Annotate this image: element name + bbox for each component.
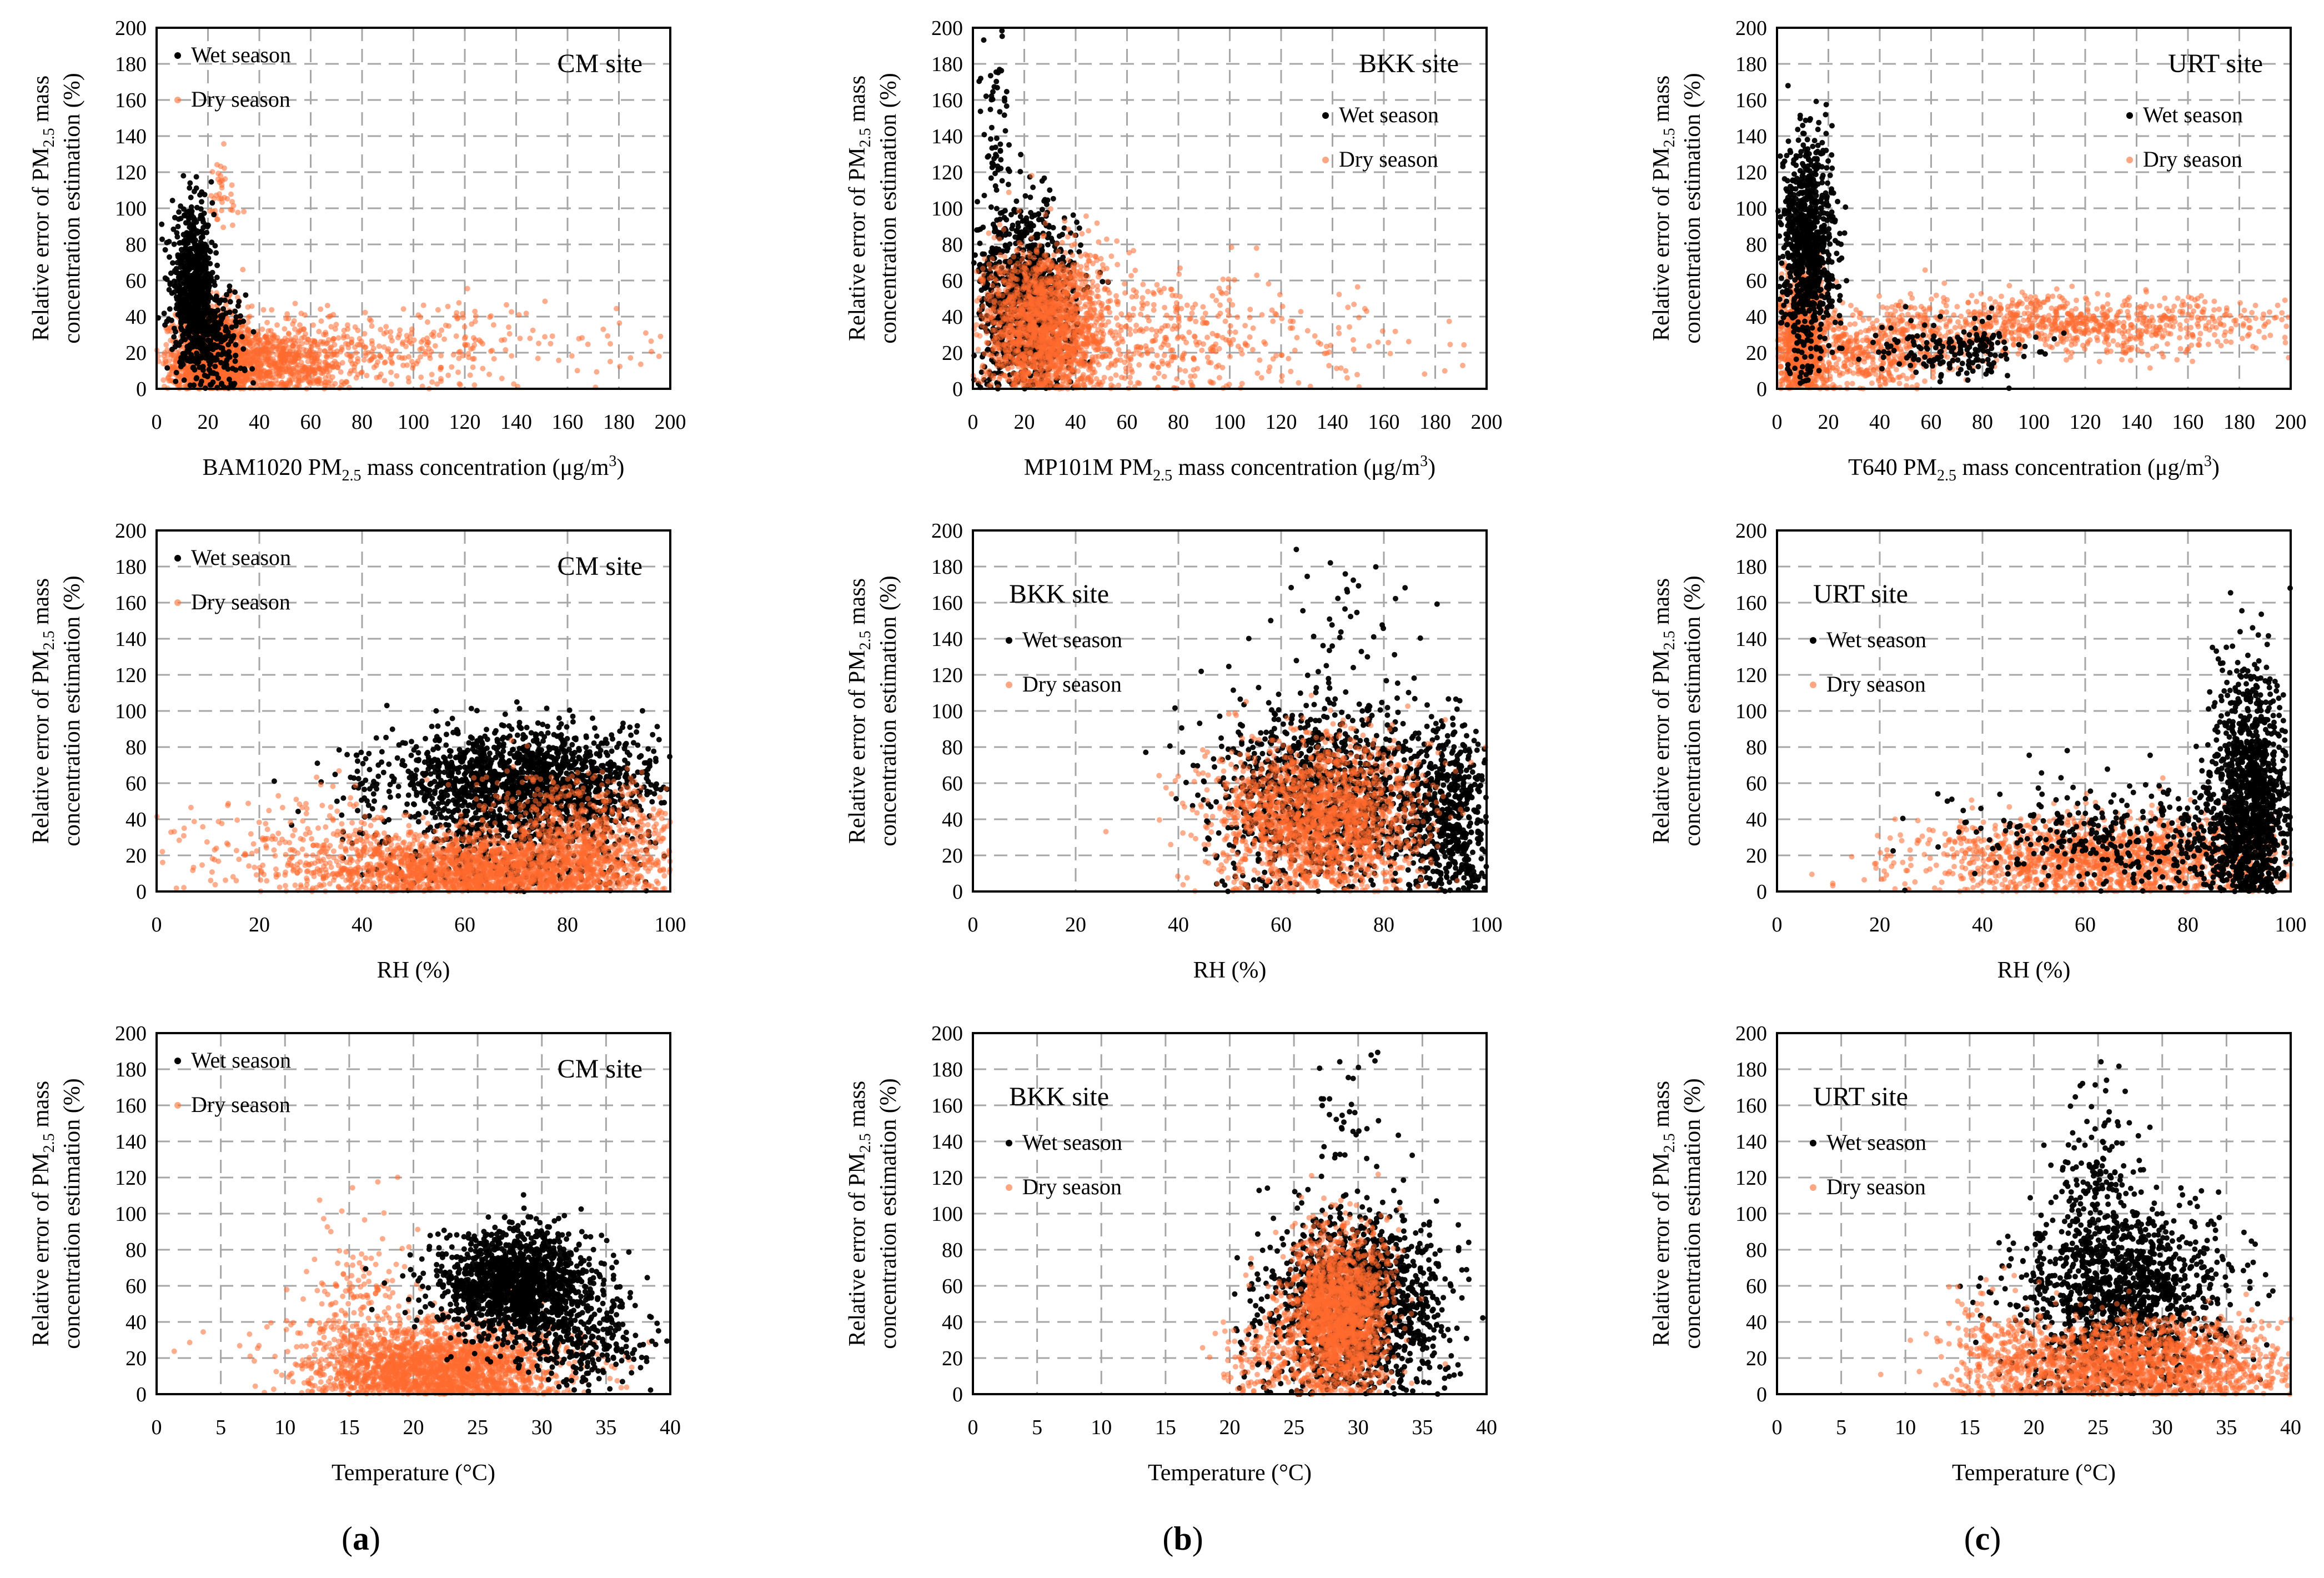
data-point (251, 372, 257, 377)
panel-a1: 0204060801001201401601802000 20 40 60 80 100 1… (28, 17, 686, 484)
data-point (167, 372, 173, 377)
data-point (240, 267, 245, 272)
data-point (277, 373, 282, 379)
data-point (262, 374, 267, 379)
data-point (258, 362, 264, 368)
data-point (263, 357, 268, 362)
data-point (328, 324, 334, 329)
figure-panels: 0204060801001201401601802000 20 40 60 80 100 1… (0, 0, 2324, 1578)
data-point (320, 340, 325, 346)
data-point (328, 313, 333, 319)
data-point (339, 383, 344, 388)
data-point (249, 303, 255, 309)
data-point (257, 337, 263, 343)
data-point (238, 354, 244, 359)
data-point (433, 343, 438, 349)
data-point (259, 327, 265, 332)
data-point (305, 359, 311, 364)
data-point (279, 358, 285, 364)
data-point (264, 320, 270, 325)
data-point (267, 370, 273, 375)
data-point (315, 376, 321, 382)
data-point (434, 382, 440, 387)
data-point (388, 369, 394, 375)
data-point (261, 307, 267, 313)
data-point (333, 381, 338, 387)
data-point (244, 351, 249, 357)
data-point (162, 350, 168, 355)
data-point (268, 356, 273, 362)
data-point (364, 373, 369, 378)
data-point (163, 342, 169, 348)
data-point (336, 335, 342, 340)
data-point (227, 319, 233, 325)
data-point (608, 359, 613, 364)
data-point (608, 341, 613, 347)
data-point (169, 353, 174, 358)
data-point (291, 372, 297, 378)
data-point (160, 377, 166, 383)
data-point (265, 340, 271, 346)
data-point (245, 319, 251, 325)
data-point (274, 352, 279, 357)
data-point (328, 378, 333, 384)
data-point (307, 379, 313, 385)
data-point (536, 340, 541, 346)
data-point (316, 329, 322, 334)
data-point (617, 364, 623, 369)
data-point (274, 364, 279, 370)
data-point (274, 346, 279, 352)
data-point (282, 326, 287, 332)
data-point (188, 373, 193, 378)
data-point (436, 332, 442, 338)
data-point (269, 347, 274, 353)
data-point (247, 357, 253, 362)
data-point (318, 307, 323, 312)
data-point (287, 368, 292, 374)
data-point (245, 314, 251, 320)
data-point (263, 334, 268, 340)
data-point (465, 286, 470, 292)
data-point (242, 379, 247, 384)
data-point (470, 364, 476, 370)
data-point (286, 332, 292, 337)
data-point (446, 323, 451, 329)
data-point (542, 299, 548, 304)
data-point (278, 382, 284, 388)
data-point (435, 307, 441, 313)
data-point (656, 354, 662, 359)
data-point (285, 316, 291, 322)
